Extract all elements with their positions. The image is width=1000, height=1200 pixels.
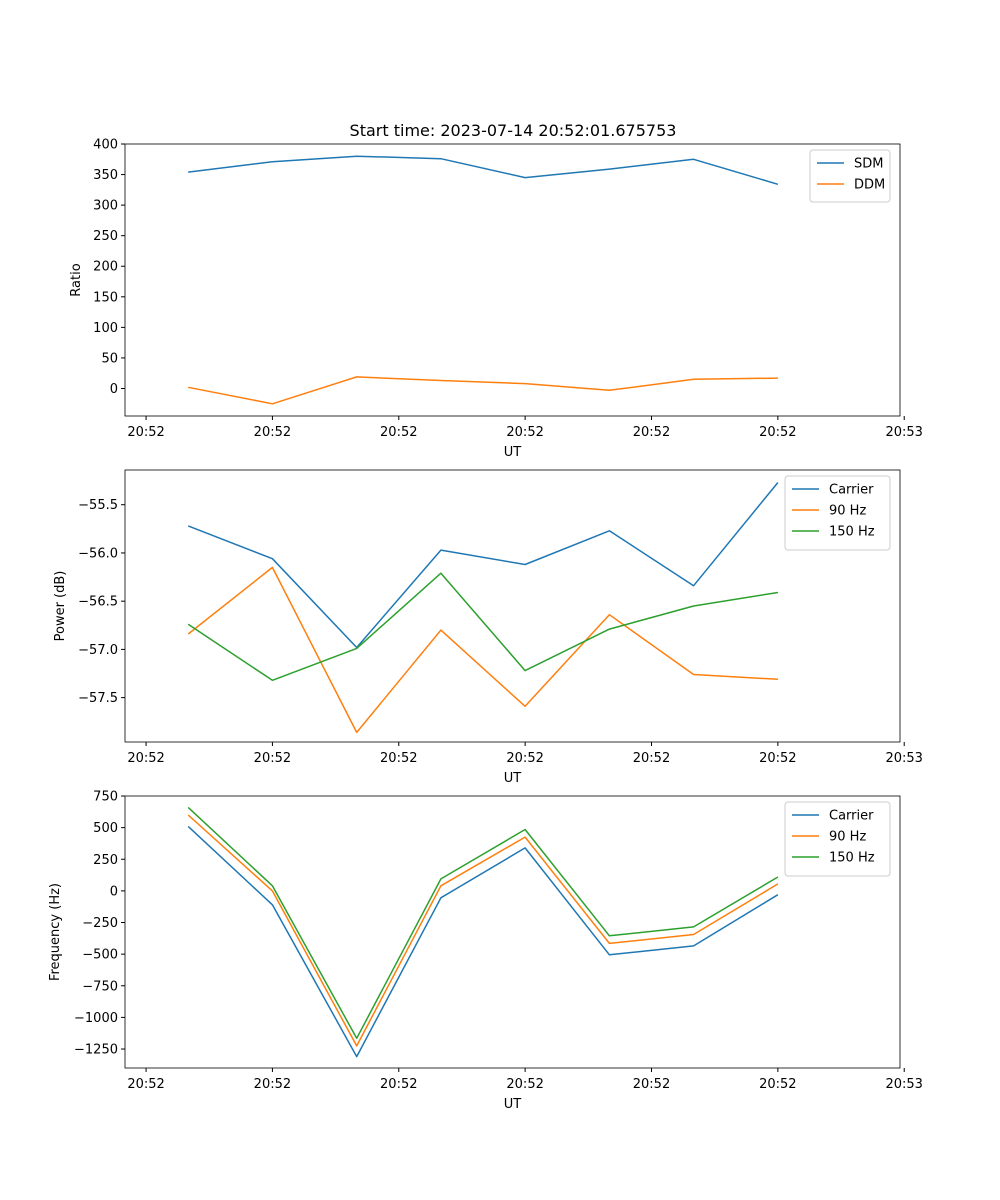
x-axis-label: UT (504, 445, 522, 460)
y-tick-label: 750 (93, 790, 118, 805)
x-tick-label: 20:52 (759, 751, 796, 766)
legend-label: Carrier (829, 809, 874, 824)
axes-frame (124, 469, 901, 743)
y-tick-label: 500 (93, 821, 118, 836)
axes-frame (124, 795, 901, 1069)
series-line-ddm (188, 376, 778, 405)
y-axis-label: Ratio (69, 263, 84, 296)
x-tick-label: 20:53 (885, 1077, 922, 1092)
series-line-150-hz (187, 806, 779, 1040)
x-tick-label: 20:52 (633, 1077, 670, 1092)
y-tick-label: −57.0 (78, 643, 118, 658)
y-tick-label: 0 (110, 884, 118, 899)
x-tick-label: 20:52 (380, 425, 417, 440)
series-line-carrier (187, 482, 779, 649)
x-tick-label: 20:52 (254, 751, 291, 766)
chart-panel-3: 20:52 20:52 20:52 20:52 20:52 20:52 20:53 750 50… (48, 790, 923, 1113)
y-axis-label: Power (dB) (53, 571, 68, 642)
legend-label: SDM (854, 157, 883, 172)
y-tick-label: 100 (93, 321, 118, 336)
x-tick-label: 20:52 (633, 751, 670, 766)
x-tick-label: 20:53 (885, 425, 922, 440)
x-tick-label: 20:52 (506, 425, 543, 440)
figure-title: Start time: 2023-07-14 20:52:01.675753 (350, 121, 677, 140)
y-tick-label: −250 (82, 916, 118, 931)
x-axis-label: UT (504, 1097, 522, 1112)
x-tick-label: 20:52 (127, 1077, 164, 1092)
x-tick-label: 20:52 (127, 751, 164, 766)
legend-label: 150 Hz (829, 851, 875, 866)
chart-panel-2: 20:52 20:52 20:52 20:52 20:52 20:52 20:53 −55.5… (53, 469, 923, 786)
y-tick-label: 350 (93, 168, 118, 183)
series-line-150-hz (187, 572, 779, 682)
x-tick-label: 20:53 (885, 751, 922, 766)
legend-label: Carrier (829, 483, 874, 498)
x-tick-label: 20:52 (759, 425, 796, 440)
legend-label: 90 Hz (829, 830, 866, 845)
legend: Carrier 90 Hz 150 Hz (784, 475, 891, 551)
y-tick-label: 200 (93, 260, 118, 275)
y-tick-label: 250 (93, 853, 118, 868)
y-tick-label: 300 (93, 199, 118, 214)
y-tick-label: −750 (82, 979, 118, 994)
y-tick-label: 250 (93, 229, 118, 244)
x-tick-label: 20:52 (759, 1077, 796, 1092)
x-tick-label: 20:52 (506, 1077, 543, 1092)
series-line-90-hz (187, 814, 779, 1047)
series-line-sdm (188, 155, 779, 186)
series-line-carrier (187, 825, 779, 1058)
axes-frame (124, 143, 901, 417)
x-axis-label: UT (504, 771, 522, 786)
y-tick-label: −56.5 (78, 595, 118, 610)
legend: Carrier 90 Hz 150 Hz (784, 801, 891, 877)
y-tick-label: 150 (93, 290, 118, 305)
y-tick-label: −55.5 (78, 498, 118, 513)
x-tick-label: 20:52 (380, 751, 417, 766)
chart-panel-1: 20:52 20:52 20:52 20:52 20:52 20:52 20:53 0 50 10… (69, 138, 923, 461)
series-line-90-hz (187, 566, 778, 734)
legend-label: 150 Hz (829, 525, 875, 540)
x-tick-label: 20:52 (633, 425, 670, 440)
y-axis-label: Frequency (Hz) (48, 883, 63, 981)
legend-label: DDM (854, 178, 885, 193)
y-tick-label: −56.0 (78, 546, 118, 561)
x-tick-label: 20:52 (380, 1077, 417, 1092)
x-tick-label: 20:52 (127, 425, 164, 440)
legend: SDM DDM (809, 149, 891, 203)
y-tick-label: 0 (110, 382, 118, 397)
y-tick-label: 50 (101, 351, 118, 366)
y-tick-label: −57.5 (78, 691, 118, 706)
x-tick-label: 20:52 (254, 425, 291, 440)
y-tick-label: −1250 (74, 1043, 118, 1058)
y-tick-label: −1000 (74, 1011, 118, 1026)
x-tick-label: 20:52 (254, 1077, 291, 1092)
legend-label: 90 Hz (829, 504, 866, 519)
x-tick-label: 20:52 (506, 751, 543, 766)
y-tick-label: 400 (93, 138, 118, 153)
y-tick-label: −500 (82, 948, 118, 963)
